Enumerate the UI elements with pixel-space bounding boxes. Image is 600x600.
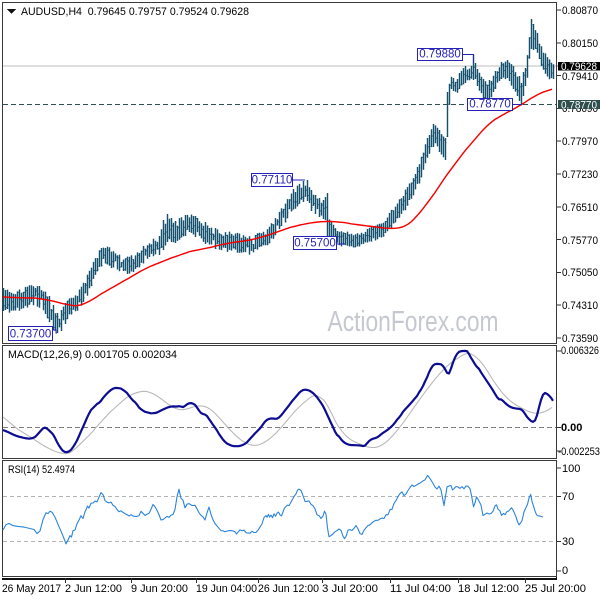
svg-text:0.79410: 0.79410 xyxy=(562,71,598,83)
svg-text:-0.002253: -0.002253 xyxy=(558,446,600,458)
svg-text:0.75770: 0.75770 xyxy=(562,235,598,247)
svg-text:70: 70 xyxy=(562,491,574,503)
svg-text:30: 30 xyxy=(562,536,574,548)
svg-text:11 Jul 04:00: 11 Jul 04:00 xyxy=(390,583,451,595)
svg-text:MACD(12,26,9) 0.001705 0.00203: MACD(12,26,9) 0.001705 0.002034 xyxy=(8,349,177,361)
svg-text:0.80150: 0.80150 xyxy=(562,38,598,50)
svg-text:AUDUSD,H4 0.79645 0.79757 0.7: AUDUSD,H4 0.79645 0.79757 0.79524 0.7962… xyxy=(21,6,249,18)
svg-text:9 Jun 20:00: 9 Jun 20:00 xyxy=(131,583,188,595)
svg-text:3 Jul 20:00: 3 Jul 20:00 xyxy=(322,583,378,595)
svg-text:0.76510: 0.76510 xyxy=(562,202,598,214)
svg-text:0.78770: 0.78770 xyxy=(561,99,597,111)
svg-text:0.79880: 0.79880 xyxy=(419,49,461,61)
svg-text:0.77970: 0.77970 xyxy=(562,136,598,148)
svg-text:19 Jun 04:00: 19 Jun 04:00 xyxy=(196,583,257,595)
svg-text:0.79628: 0.79628 xyxy=(561,61,597,73)
svg-text:0.74310: 0.74310 xyxy=(562,300,598,312)
svg-text:ActionForex.com: ActionForex.com xyxy=(328,306,499,338)
svg-text:0.006326: 0.006326 xyxy=(561,345,599,357)
svg-text:26 Jun 12:00: 26 Jun 12:00 xyxy=(258,583,319,595)
svg-text:0.75050: 0.75050 xyxy=(562,267,598,279)
svg-text:0: 0 xyxy=(562,565,568,577)
svg-text:25 Jul 20:00: 25 Jul 20:00 xyxy=(525,583,586,595)
svg-text:RSI(14) 52.4974: RSI(14) 52.4974 xyxy=(8,464,75,476)
svg-text:18 Jul 12:00: 18 Jul 12:00 xyxy=(458,583,519,595)
svg-text:0.77110: 0.77110 xyxy=(252,175,293,187)
svg-text:0.78770: 0.78770 xyxy=(469,99,511,111)
svg-text:0.73590: 0.73590 xyxy=(562,333,598,345)
svg-text:100: 100 xyxy=(562,463,580,475)
svg-text:0.00: 0.00 xyxy=(561,422,582,434)
svg-text:0.77230: 0.77230 xyxy=(562,169,598,181)
svg-text:0.80870: 0.80870 xyxy=(562,5,598,17)
svg-text:0.73700: 0.73700 xyxy=(10,329,52,341)
svg-text:26 May 2017: 26 May 2017 xyxy=(2,583,61,595)
svg-text:2 Jun 12:00: 2 Jun 12:00 xyxy=(65,583,122,595)
svg-text:0.75700: 0.75700 xyxy=(294,238,336,250)
